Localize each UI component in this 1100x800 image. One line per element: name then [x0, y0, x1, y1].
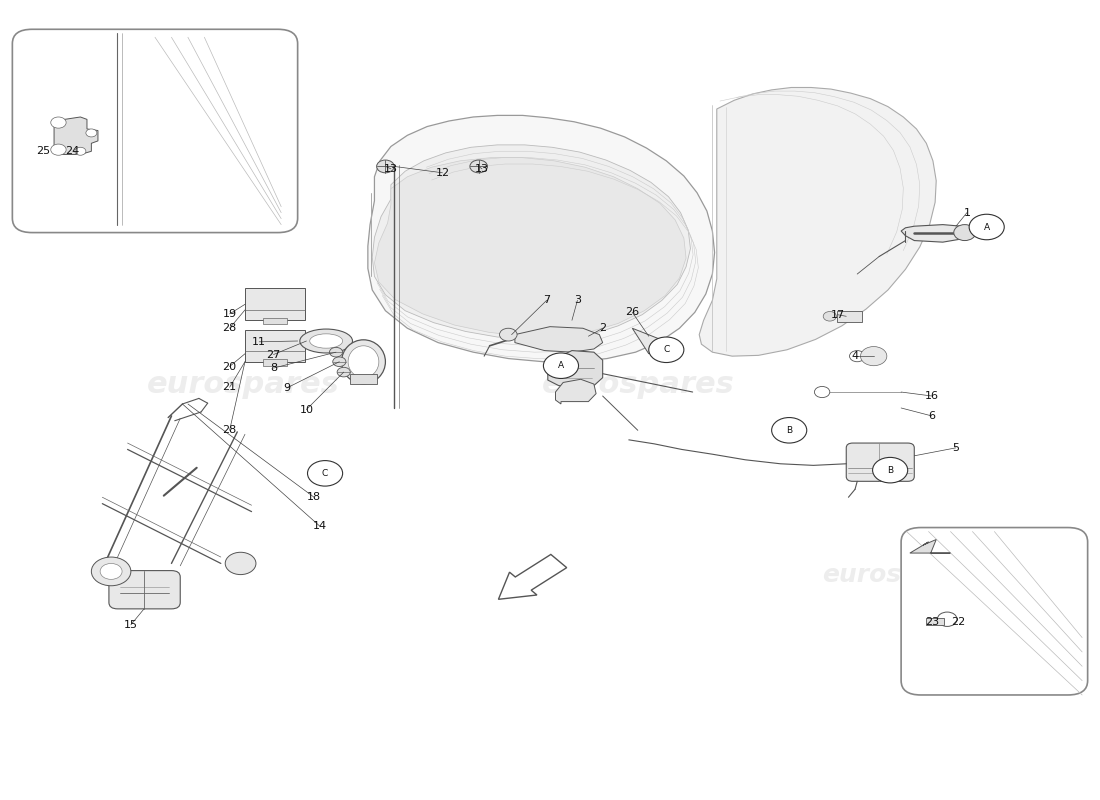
Text: C: C	[322, 469, 328, 478]
Text: 13: 13	[475, 164, 490, 174]
Text: 16: 16	[925, 391, 938, 401]
Text: 7: 7	[543, 295, 550, 306]
Polygon shape	[372, 145, 691, 339]
Text: 27: 27	[266, 350, 280, 359]
Bar	[245, 288, 306, 320]
Text: eurospares: eurospares	[541, 370, 734, 398]
FancyBboxPatch shape	[901, 527, 1088, 695]
Circle shape	[860, 346, 887, 366]
Polygon shape	[54, 117, 98, 154]
Circle shape	[226, 552, 256, 574]
Bar	[263, 359, 287, 366]
Text: 14: 14	[312, 521, 327, 531]
Ellipse shape	[348, 346, 378, 378]
Circle shape	[100, 563, 122, 579]
Circle shape	[771, 418, 806, 443]
FancyBboxPatch shape	[109, 570, 180, 609]
Text: 13: 13	[384, 164, 398, 174]
Circle shape	[849, 350, 865, 362]
Text: 26: 26	[625, 307, 639, 318]
Circle shape	[872, 458, 908, 483]
Circle shape	[499, 328, 517, 341]
Bar	[926, 618, 944, 625]
Text: 19: 19	[222, 309, 236, 319]
Circle shape	[649, 337, 684, 362]
Text: B: B	[887, 466, 893, 474]
FancyArrow shape	[498, 554, 566, 599]
Circle shape	[823, 311, 836, 321]
Text: 6: 6	[928, 411, 935, 421]
Circle shape	[376, 160, 394, 173]
Polygon shape	[367, 115, 715, 362]
Text: 23: 23	[925, 617, 939, 626]
Circle shape	[937, 612, 957, 626]
Text: A: A	[983, 222, 990, 231]
Circle shape	[470, 160, 487, 173]
Text: 25: 25	[36, 146, 51, 156]
FancyBboxPatch shape	[12, 30, 298, 233]
Text: 20: 20	[222, 362, 236, 371]
FancyBboxPatch shape	[846, 443, 914, 482]
Text: 8: 8	[270, 363, 277, 373]
Bar	[263, 318, 287, 324]
Polygon shape	[548, 350, 603, 386]
Text: 12: 12	[436, 168, 450, 178]
Text: 21: 21	[222, 382, 236, 392]
Polygon shape	[374, 158, 686, 336]
Circle shape	[51, 144, 66, 155]
Polygon shape	[632, 328, 669, 354]
Text: 15: 15	[124, 620, 138, 630]
Text: 2: 2	[600, 323, 606, 334]
Text: 10: 10	[299, 405, 314, 414]
Ellipse shape	[310, 334, 342, 348]
Text: 3: 3	[574, 295, 581, 306]
Circle shape	[75, 147, 86, 155]
Circle shape	[330, 347, 342, 357]
Circle shape	[86, 129, 97, 137]
Text: 5: 5	[953, 443, 959, 453]
Polygon shape	[700, 87, 936, 356]
Text: 11: 11	[252, 337, 266, 347]
Circle shape	[308, 461, 342, 486]
Circle shape	[954, 225, 976, 241]
Polygon shape	[910, 539, 950, 553]
Bar	[350, 374, 376, 384]
Polygon shape	[515, 326, 603, 352]
Circle shape	[543, 353, 579, 378]
Circle shape	[51, 117, 66, 128]
Polygon shape	[556, 379, 596, 404]
Bar	[837, 310, 861, 322]
Text: 18: 18	[307, 492, 321, 502]
Circle shape	[337, 367, 350, 377]
Text: 17: 17	[830, 310, 845, 320]
Text: 9: 9	[283, 383, 290, 393]
Text: 28: 28	[222, 426, 236, 435]
Text: 4: 4	[851, 351, 859, 361]
Text: A: A	[558, 362, 564, 370]
Text: eurospares: eurospares	[146, 370, 339, 398]
Text: 1: 1	[964, 208, 970, 218]
Text: C: C	[663, 346, 670, 354]
Text: 28: 28	[222, 323, 236, 334]
Circle shape	[91, 557, 131, 586]
Polygon shape	[901, 225, 967, 242]
Ellipse shape	[300, 329, 352, 353]
Ellipse shape	[341, 340, 385, 384]
Text: 24: 24	[66, 146, 80, 156]
Circle shape	[332, 357, 345, 366]
Text: 22: 22	[952, 617, 966, 626]
Circle shape	[814, 386, 829, 398]
Text: eurospares: eurospares	[822, 563, 980, 587]
Text: B: B	[786, 426, 792, 434]
Circle shape	[969, 214, 1004, 240]
Bar	[245, 330, 306, 362]
